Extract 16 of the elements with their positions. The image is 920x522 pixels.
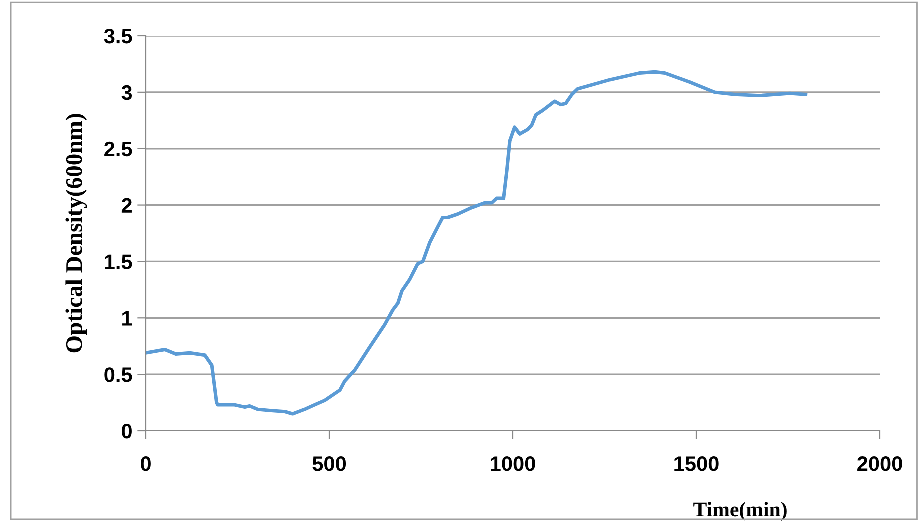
y-tick-label: 1.5 (105, 254, 132, 270)
y-tick-label: 2 (122, 198, 132, 213)
y-tick-label: 3 (122, 85, 132, 100)
y-tick-label: 3.5 (104, 29, 132, 44)
x-tick-label: 1000 (491, 456, 536, 472)
x-tick-label: 1500 (674, 456, 719, 472)
x-tick-label: 0 (141, 456, 151, 472)
y-tick-label: 0 (122, 424, 132, 439)
line-series (146, 70, 808, 416)
x-tick-label: 2000 (858, 456, 902, 472)
x-axis-title: Time(min) (694, 502, 787, 521)
y-axis-title: Optical Density(600nm) (66, 114, 88, 353)
x-tick-label: 500 (312, 456, 346, 472)
y-tick-label: 1 (122, 311, 132, 326)
y-tick-label: 0.5 (104, 368, 132, 382)
y-tick-label: 2.5 (104, 142, 132, 157)
